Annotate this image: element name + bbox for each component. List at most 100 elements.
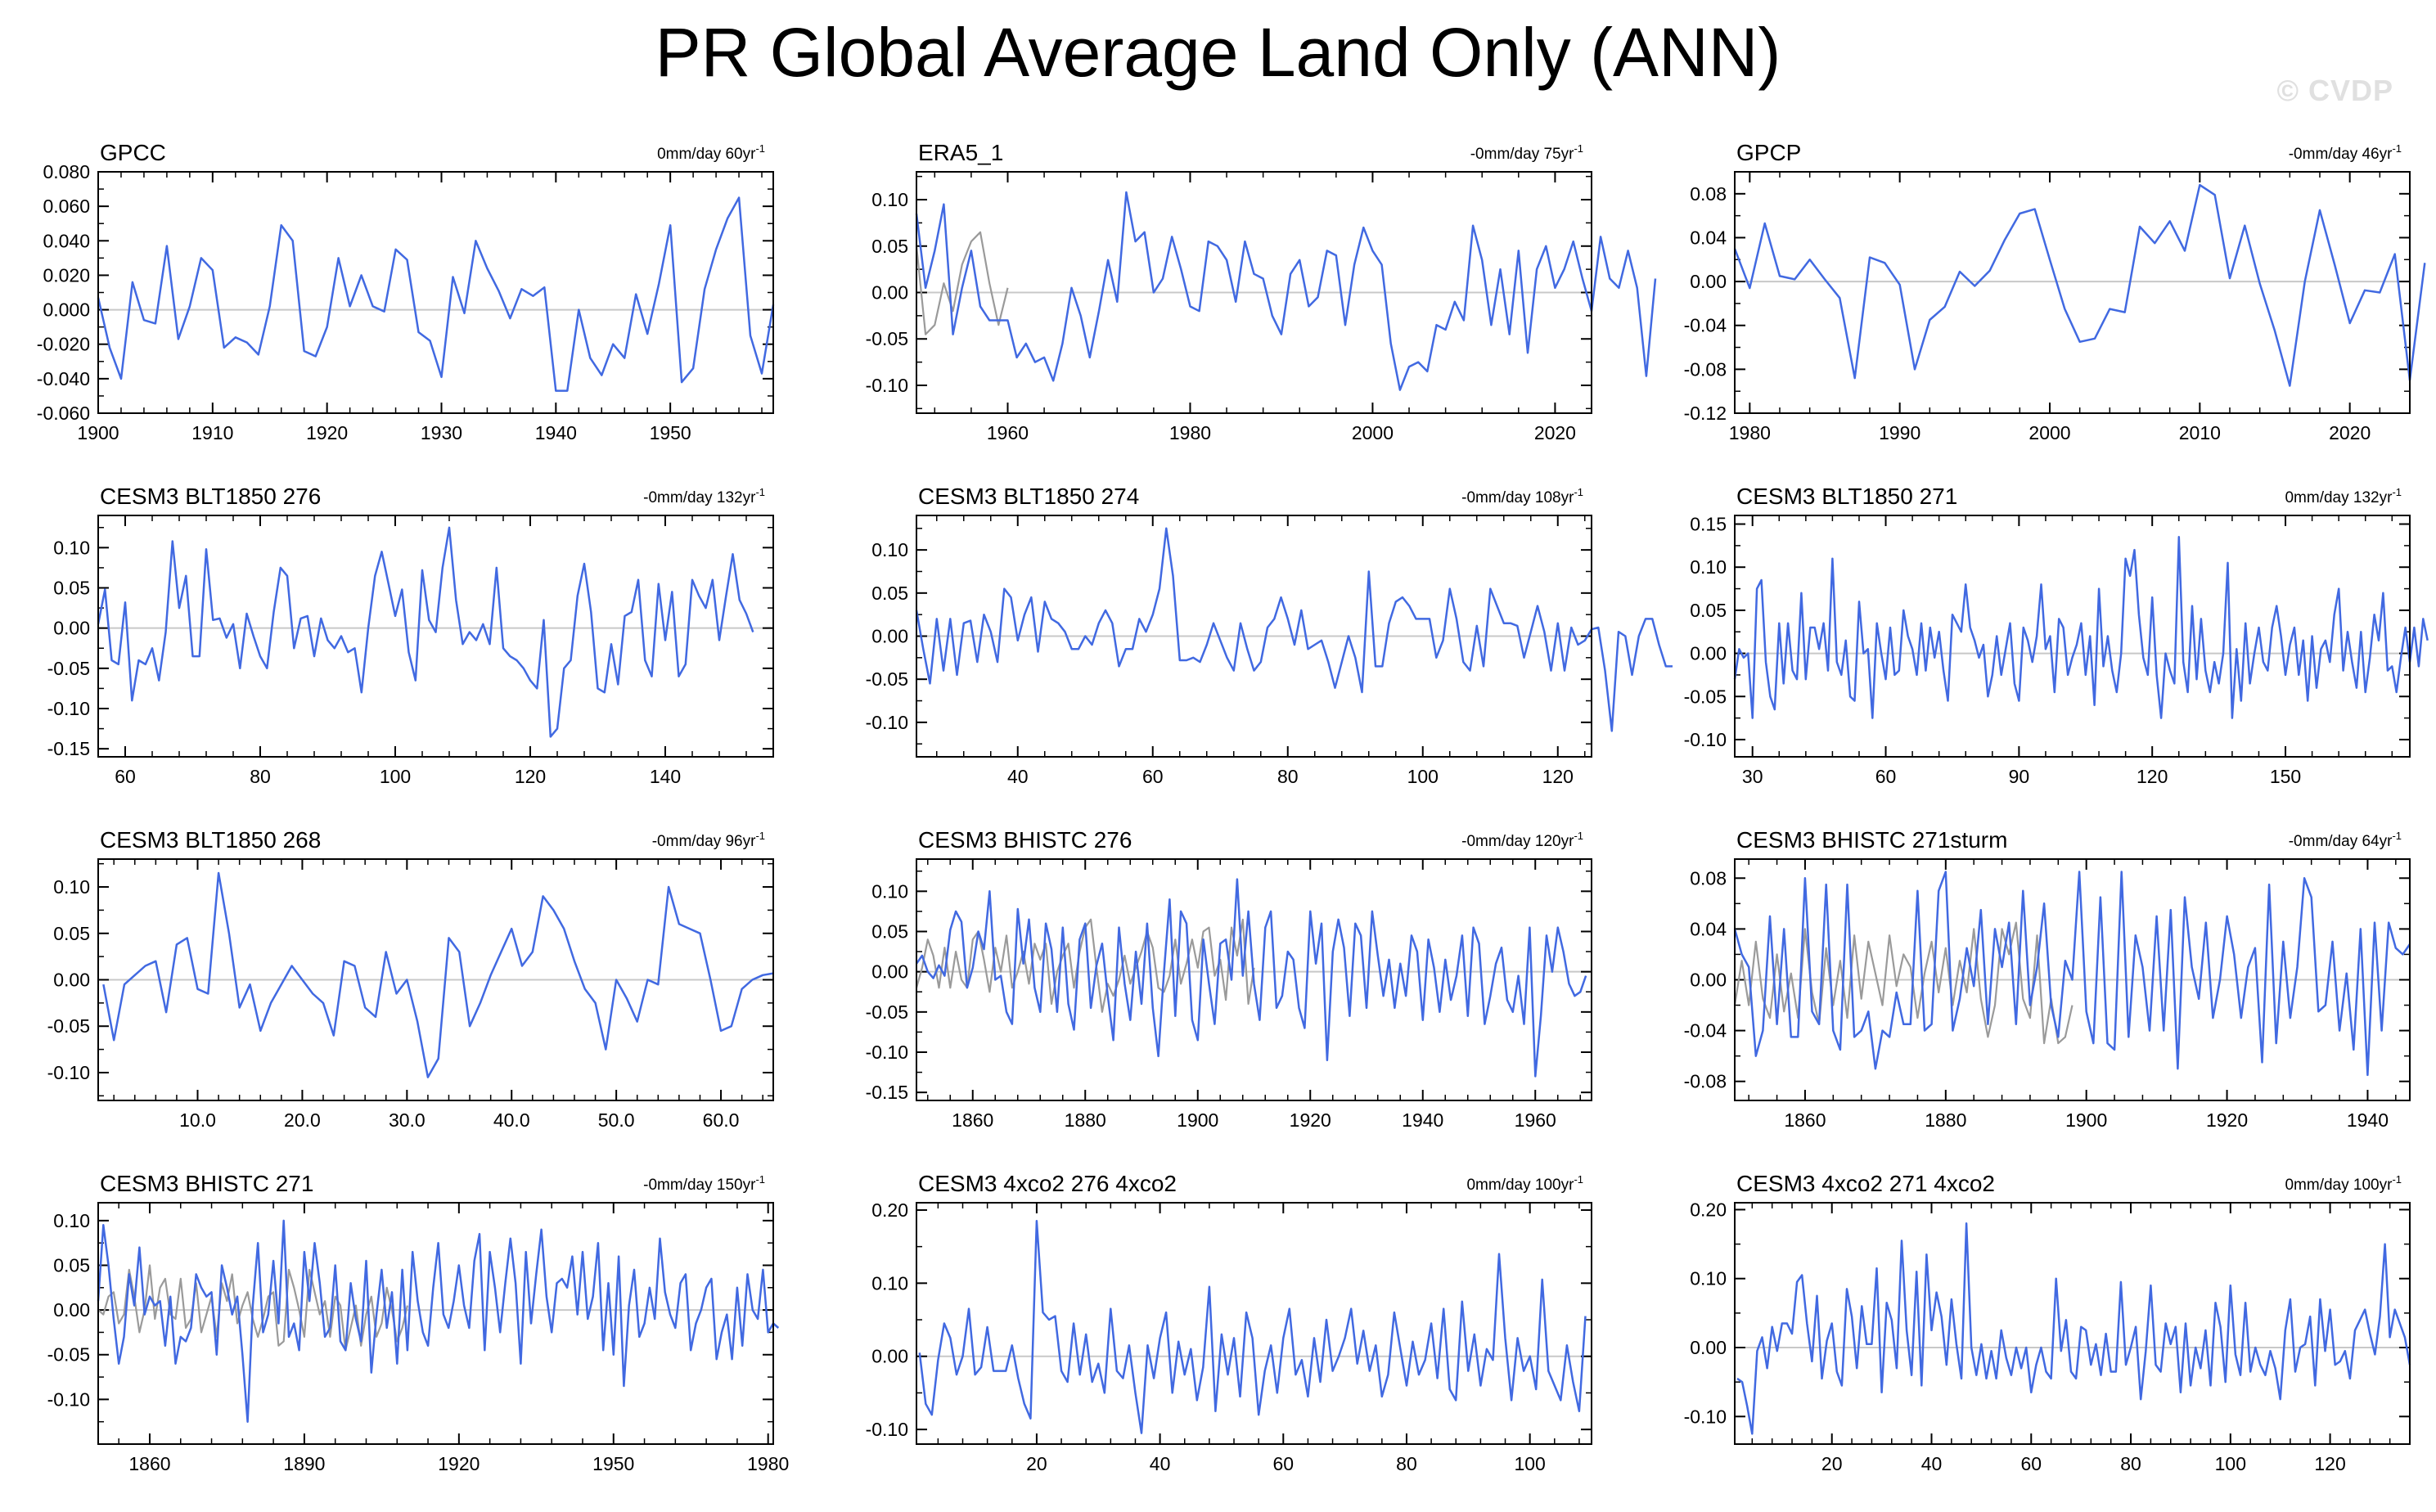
series-line bbox=[102, 871, 774, 1078]
trend-label-text: -0mm/day 75yr bbox=[1470, 146, 1574, 163]
x-tick-label: 30 bbox=[1742, 766, 1763, 787]
panel-11: -0.10 0.00 0.10 0.20 20 40 60 80 100 120 CESM3 4xc… bbox=[1684, 1171, 2411, 1474]
panel-title: CESM3 BLT1850 268 bbox=[100, 827, 321, 853]
panel-10: -0.10 0.00 0.10 0.20 20 40 60 80 100 CESM3 4xco2 … bbox=[866, 1171, 1592, 1474]
x-tick-label: 120 bbox=[2137, 766, 2168, 787]
trend-label-text: -0mm/day 120yr bbox=[1461, 833, 1574, 850]
series-line bbox=[1733, 536, 2429, 719]
x-tick-label: 120 bbox=[2314, 1453, 2345, 1474]
y-tick-label: -0.10 bbox=[866, 1042, 908, 1063]
x-tick-label: 40 bbox=[1921, 1453, 1943, 1474]
y-tick-label: 0.060 bbox=[43, 196, 90, 217]
x-tick-label: 80 bbox=[250, 766, 271, 787]
y-tick-label: -0.020 bbox=[37, 334, 90, 355]
y-tick-label: -0.10 bbox=[47, 1062, 90, 1083]
series-line bbox=[1733, 871, 2411, 1077]
y-tick-label: 0.05 bbox=[53, 1254, 90, 1276]
panel-0: -0.060 -0.040 -0.020 0.000 0.020 0.040 0.060 0.… bbox=[37, 140, 775, 443]
trend-label-text: -0mm/day 150yr bbox=[643, 1177, 756, 1194]
trend-label: 0mm/day 100yr-1 bbox=[1466, 1173, 1583, 1194]
panel-title: CESM3 BHISTC 276 bbox=[918, 827, 1132, 853]
x-tick-label: 120 bbox=[515, 766, 546, 787]
x-tick-label: 1920 bbox=[438, 1453, 480, 1474]
y-tick-label: 0.00 bbox=[1690, 970, 1727, 991]
trend-label-text: 0mm/day 132yr bbox=[2285, 489, 2393, 506]
panel-title: GPCC bbox=[100, 140, 166, 165]
x-tick-label: 30.0 bbox=[389, 1109, 426, 1131]
page-title: PR Global Average Land Only (ANN) bbox=[655, 14, 1781, 91]
y-tick-label: 0.05 bbox=[1690, 600, 1727, 621]
y-tick-label: -0.04 bbox=[1684, 1020, 1727, 1042]
series-line bbox=[915, 878, 1587, 1078]
panel-7: -0.15 -0.10 -0.05 0.00 0.05 0.10 1860 1880 1900 1… bbox=[866, 827, 1592, 1131]
x-tick-label: 1940 bbox=[535, 422, 577, 443]
x-tick-label: 90 bbox=[2009, 766, 2030, 787]
x-tick-label: 1980 bbox=[1169, 422, 1211, 443]
y-tick-label: 0.05 bbox=[871, 236, 908, 257]
y-tick-label: 0.10 bbox=[871, 189, 908, 210]
x-tick-label: 1960 bbox=[987, 422, 1029, 443]
x-tick-label: 150 bbox=[2270, 766, 2301, 787]
x-tick-label: 80 bbox=[1277, 766, 1299, 787]
trend-exponent: -1 bbox=[1574, 486, 1583, 498]
plot-frame bbox=[1734, 858, 2411, 1101]
x-tick-label: 20 bbox=[1821, 1453, 1843, 1474]
y-tick-label: -0.060 bbox=[37, 403, 90, 424]
trend-label-text: -0mm/day 96yr bbox=[652, 833, 756, 850]
trend-exponent: -1 bbox=[2392, 142, 2402, 155]
panel-2: -0.12 -0.08 -0.04 0.00 0.04 0.08 1980 1990 2000 2… bbox=[1684, 140, 2426, 443]
panel-title: GPCP bbox=[1736, 140, 1801, 165]
y-tick-label: -0.10 bbox=[866, 1419, 908, 1440]
x-tick-label: 1890 bbox=[283, 1453, 325, 1474]
x-tick-label: 1950 bbox=[650, 422, 691, 443]
trend-exponent: -1 bbox=[755, 1173, 765, 1186]
x-tick-label: 1930 bbox=[421, 422, 462, 443]
x-tick-label: 1980 bbox=[1729, 422, 1771, 443]
x-tick-label: 2000 bbox=[2028, 422, 2070, 443]
plot-frame bbox=[1734, 1202, 2411, 1445]
watermark: © CVDP bbox=[2276, 74, 2393, 107]
x-tick-label: 40.0 bbox=[493, 1109, 530, 1131]
y-tick-label: 0.00 bbox=[871, 1346, 908, 1367]
series-line bbox=[915, 527, 1673, 732]
x-tick-label: 100 bbox=[2215, 1453, 2246, 1474]
y-tick-label: 0.00 bbox=[1690, 1337, 1727, 1358]
y-tick-label: -0.040 bbox=[37, 368, 90, 389]
panel-9: -0.10 -0.05 0.00 0.05 0.10 1860 1890 1920 1950 19… bbox=[47, 1171, 790, 1474]
x-tick-label: 60 bbox=[115, 766, 136, 787]
y-tick-label: 0.00 bbox=[871, 282, 908, 304]
y-tick-label: -0.10 bbox=[866, 712, 908, 733]
trend-label: -0mm/day 64yr-1 bbox=[2289, 830, 2402, 850]
trend-label: -0mm/day 96yr-1 bbox=[652, 830, 765, 850]
y-tick-label: -0.10 bbox=[866, 375, 908, 396]
trend-label-text: -0mm/day 108yr bbox=[1461, 489, 1574, 506]
x-tick-label: 80 bbox=[2120, 1453, 2141, 1474]
trend-label: -0mm/day 46yr-1 bbox=[2289, 142, 2402, 163]
trend-label: 0mm/day 60yr-1 bbox=[657, 142, 765, 163]
y-tick-label: 0.08 bbox=[1690, 867, 1727, 889]
x-tick-label: 1940 bbox=[1402, 1109, 1443, 1131]
x-tick-label: 50.0 bbox=[598, 1109, 635, 1131]
x-tick-label: 1880 bbox=[1925, 1109, 1966, 1131]
x-tick-label: 1920 bbox=[1290, 1109, 1331, 1131]
x-tick-label: 1860 bbox=[952, 1109, 993, 1131]
series-line bbox=[97, 196, 775, 392]
x-tick-label: 120 bbox=[1542, 766, 1574, 787]
x-tick-label: 2020 bbox=[1534, 422, 1576, 443]
y-tick-label: -0.15 bbox=[866, 1082, 908, 1103]
x-tick-label: 10.0 bbox=[179, 1109, 216, 1131]
plot-frame bbox=[97, 171, 774, 414]
secondary-series-line bbox=[1733, 921, 2074, 1045]
trend-label-text: -0mm/day 64yr bbox=[2289, 833, 2393, 850]
x-tick-label: 1880 bbox=[1065, 1109, 1106, 1131]
y-tick-label: 0.00 bbox=[53, 970, 90, 991]
trend-exponent: -1 bbox=[2392, 486, 2402, 498]
x-tick-label: 20.0 bbox=[284, 1109, 321, 1131]
secondary-series-line bbox=[915, 231, 1009, 335]
x-tick-label: 1860 bbox=[1784, 1109, 1826, 1131]
y-tick-label: 0.10 bbox=[1690, 1268, 1727, 1289]
x-tick-label: 60 bbox=[1142, 766, 1164, 787]
y-tick-label: -0.05 bbox=[47, 658, 90, 679]
y-tick-label: 0.05 bbox=[53, 923, 90, 944]
trend-label: -0mm/day 75yr-1 bbox=[1470, 142, 1583, 163]
